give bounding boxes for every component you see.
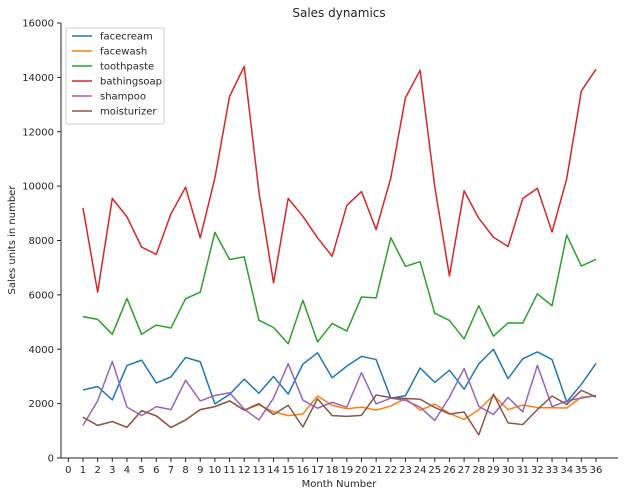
x-tick-label: 7 [168, 465, 174, 476]
series-line-shampoo [82, 360, 597, 426]
x-tick-label: 32 [531, 465, 544, 476]
chart-title: Sales dynamics [292, 6, 385, 20]
y-tick-label: 14000 [22, 73, 54, 84]
x-tick-label: 14 [267, 465, 280, 476]
legend-label-facecream: facecream [100, 32, 153, 43]
y-tick-label: 0 [48, 454, 54, 465]
x-tick-label: 28 [472, 465, 485, 476]
x-tick-label: 26 [443, 465, 456, 476]
series-line-moisturizer [82, 389, 597, 436]
x-tick-label: 25 [428, 465, 441, 476]
x-tick-label: 35 [575, 465, 588, 476]
x-tick-label: 20 [355, 465, 368, 476]
y-tick-label: 10000 [22, 182, 54, 193]
x-tick-label: 21 [370, 465, 383, 476]
x-tick-label: 24 [414, 465, 427, 476]
x-tick-label: 0 [65, 465, 71, 476]
y-tick-label: 12000 [22, 127, 54, 138]
x-tick-label: 23 [399, 465, 412, 476]
x-tick-label: 9 [197, 465, 203, 476]
legend-label-toothpaste: toothpaste [100, 62, 154, 73]
series-line-facecream [82, 348, 597, 405]
legend-label-bathingsoap: bathingsoap [100, 77, 162, 88]
legend-label-moisturizer: moisturizer [100, 107, 157, 118]
x-tick-label: 31 [516, 465, 529, 476]
x-tick-label: 6 [153, 465, 159, 476]
x-tick-label: 33 [546, 465, 559, 476]
x-tick-label: 15 [282, 465, 295, 476]
y-tick-label: 4000 [29, 345, 54, 356]
x-tick-label: 27 [458, 465, 471, 476]
legend: facecream facewash toothpaste bathingsoap sh… [65, 27, 165, 125]
x-tick-label: 3 [109, 465, 115, 476]
series-lines [82, 65, 597, 436]
y-tick-label: 8000 [29, 236, 54, 247]
legend-box [65, 27, 165, 125]
x-tick-label: 22 [384, 465, 397, 476]
x-tick-label: 5 [138, 465, 144, 476]
x-tick-label: 4 [124, 465, 130, 476]
x-tick-label: 13 [253, 465, 266, 476]
y-tick-label: 2000 [29, 399, 54, 410]
legend-label-facewash: facewash [100, 47, 147, 58]
x-axis-label: Month Number [302, 479, 378, 490]
y-axis-label: Sales units in number [7, 185, 18, 295]
legend-label-shampoo: shampoo [100, 92, 146, 103]
x-tick-label: 2 [94, 465, 100, 476]
x-tick-label: 17 [311, 465, 324, 476]
x-tick-label: 29 [487, 465, 500, 476]
x-tick-label: 30 [502, 465, 515, 476]
x-tick-label: 36 [590, 465, 603, 476]
series-line-bathingsoap [82, 65, 597, 293]
x-tick-label: 34 [560, 465, 573, 476]
x-tick-label: 8 [182, 465, 188, 476]
x-tick-label: 10 [209, 465, 222, 476]
x-tick-label: 1 [80, 465, 86, 476]
x-tick-label: 12 [238, 465, 251, 476]
series-line-facewash [82, 394, 597, 429]
y-tick-label: 6000 [29, 290, 54, 301]
x-tick-label: 11 [223, 465, 236, 476]
x-tick-label: 18 [326, 465, 339, 476]
series-line-toothpaste [82, 231, 597, 345]
x-tick-label: 16 [296, 465, 309, 476]
y-tick-label: 16000 [22, 19, 54, 30]
x-tick-label: 19 [340, 465, 353, 476]
